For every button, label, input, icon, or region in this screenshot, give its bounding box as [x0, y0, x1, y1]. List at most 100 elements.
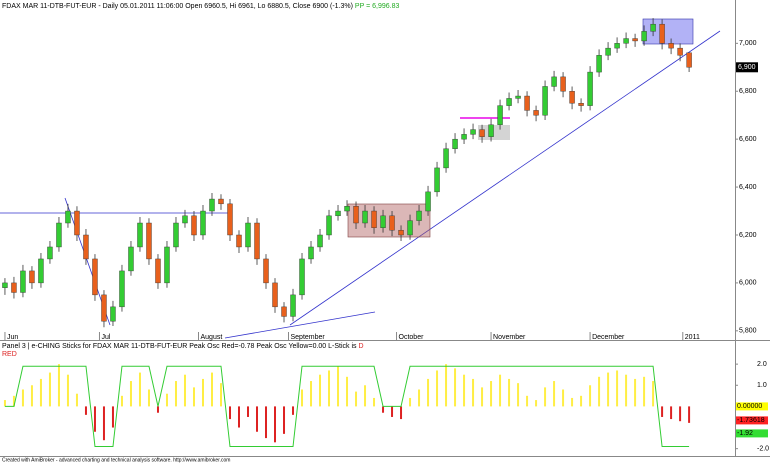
x-tick-label: November — [493, 334, 526, 341]
candle-body — [470, 129, 476, 135]
osc-line — [4, 365, 690, 448]
candle-body — [236, 234, 242, 248]
osc-bar — [481, 387, 484, 407]
candle-body — [497, 105, 503, 125]
candle-body — [434, 167, 440, 193]
candle-body — [218, 198, 224, 205]
candle-body — [128, 246, 134, 272]
candle-body — [137, 222, 143, 248]
osc-bar — [93, 406, 96, 432]
y-tick-label: -2.0 — [757, 446, 769, 453]
candle-body — [344, 206, 350, 212]
candle-body — [92, 258, 98, 296]
candle-body — [56, 222, 62, 248]
candle-body — [290, 294, 296, 317]
value-badge — [736, 416, 768, 425]
osc-bar — [39, 378, 42, 407]
y-tick-label: 5,800 — [739, 328, 757, 335]
candle-body — [641, 31, 647, 42]
osc-bar — [265, 406, 268, 439]
candle-body — [686, 52, 692, 68]
panel-subtitle: RED — [2, 351, 17, 358]
candle-body — [254, 222, 260, 260]
candle-body — [29, 270, 35, 284]
candle-body — [632, 38, 638, 42]
osc-bar — [102, 406, 105, 441]
osc-bar — [598, 376, 601, 407]
value-badge-label: 0.00000 — [737, 403, 762, 410]
chart-title: FDAX MAR 11-DTB-FUT-EUR - Daily 05.01.20… — [2, 3, 399, 10]
osc-bar — [192, 387, 195, 407]
osc-bar — [400, 406, 403, 420]
candle-body — [389, 215, 395, 231]
osc-bar — [643, 376, 646, 407]
y-tick-label: 6,400 — [739, 184, 757, 191]
osc-bar — [382, 406, 385, 413]
annotation-box — [478, 125, 510, 140]
candle-body — [74, 210, 80, 236]
price-badge-label: 6,900 — [738, 64, 756, 71]
osc-bar — [57, 364, 60, 407]
candle-body — [119, 270, 125, 308]
osc-bar — [292, 406, 295, 415]
value-badge — [736, 429, 768, 438]
osc-bar — [445, 364, 448, 407]
candle-body — [11, 282, 17, 293]
osc-bar — [607, 372, 610, 407]
osc-bar — [310, 381, 313, 407]
x-tick-label: Jun — [7, 334, 18, 341]
osc-bar — [274, 406, 277, 443]
osc-bar — [301, 389, 304, 407]
value-badge-label: -1.73618 — [737, 417, 765, 424]
candle-body — [191, 215, 197, 236]
osc-bar — [679, 406, 682, 422]
osc-bar — [418, 389, 421, 407]
y-tick-label: 6,800 — [739, 88, 757, 95]
osc-bar — [328, 370, 331, 407]
osc-bar — [66, 374, 69, 407]
x-tick-label: August — [200, 334, 222, 341]
osc-bar — [319, 374, 322, 407]
osc-bar — [201, 378, 204, 407]
candle-body — [353, 206, 359, 224]
candle-body — [164, 246, 170, 284]
value-badge-label: -1.92 — [737, 430, 753, 437]
stick-state: D — [358, 343, 363, 350]
osc-bar — [3, 400, 6, 407]
candle-body — [578, 103, 584, 106]
osc-bar — [346, 376, 349, 407]
osc-bar — [535, 400, 538, 407]
osc-bar — [454, 368, 457, 407]
osc-bar — [490, 381, 493, 407]
y-tick-label: 6,000 — [739, 280, 757, 287]
candle-body — [362, 210, 368, 224]
candle-body — [245, 222, 251, 248]
candle-body — [668, 43, 674, 49]
candle-body — [623, 38, 629, 44]
osc-bar — [688, 406, 691, 423]
footer: Created with AmiBroker - advanced charti… — [2, 457, 230, 463]
y-tick-label: 6,600 — [739, 136, 757, 143]
candle-body — [110, 306, 116, 322]
osc-bar — [120, 395, 123, 407]
osc-bar — [517, 383, 520, 407]
osc-bar — [337, 366, 340, 407]
candle-body — [272, 282, 278, 308]
candle-body — [281, 306, 287, 317]
annotation-box — [347, 203, 431, 238]
pivot-label: PP = 6,996.83 — [355, 3, 400, 10]
osc-bar — [165, 393, 168, 407]
osc-bar — [562, 389, 565, 407]
candle-body — [398, 229, 404, 236]
candle-body — [101, 294, 107, 322]
osc-bar — [30, 385, 33, 407]
candle-body — [524, 95, 530, 111]
candle-body — [551, 76, 557, 87]
candle-body — [380, 215, 386, 228]
osc-bar — [156, 406, 159, 413]
osc-bar — [355, 391, 358, 407]
osc-bar — [427, 378, 430, 407]
y-tick-label: 6,200 — [739, 232, 757, 239]
candle-body — [335, 210, 341, 217]
